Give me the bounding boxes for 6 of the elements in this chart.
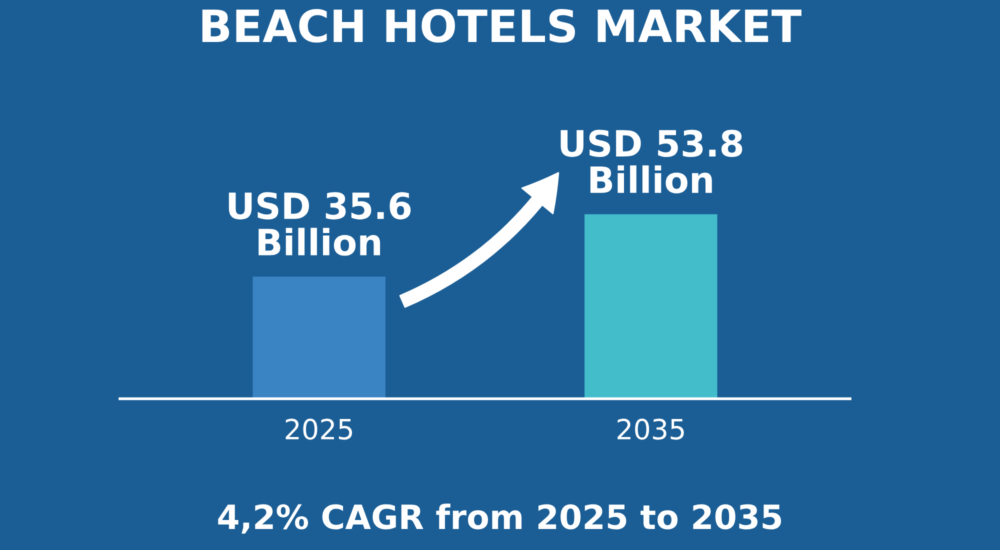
text: 4,2% CAGR from 2025 to 2035: [218, 504, 782, 534]
x-tick-label: 2035: [618, 418, 684, 440]
chart-title: BEACH HOTELS MARKET: [202, 9, 802, 43]
data-label: USD 53.8 Billion: [560, 130, 742, 194]
data-label: USD 35.6 Billion: [228, 192, 411, 256]
x-tick-label: 2025: [286, 418, 352, 440]
